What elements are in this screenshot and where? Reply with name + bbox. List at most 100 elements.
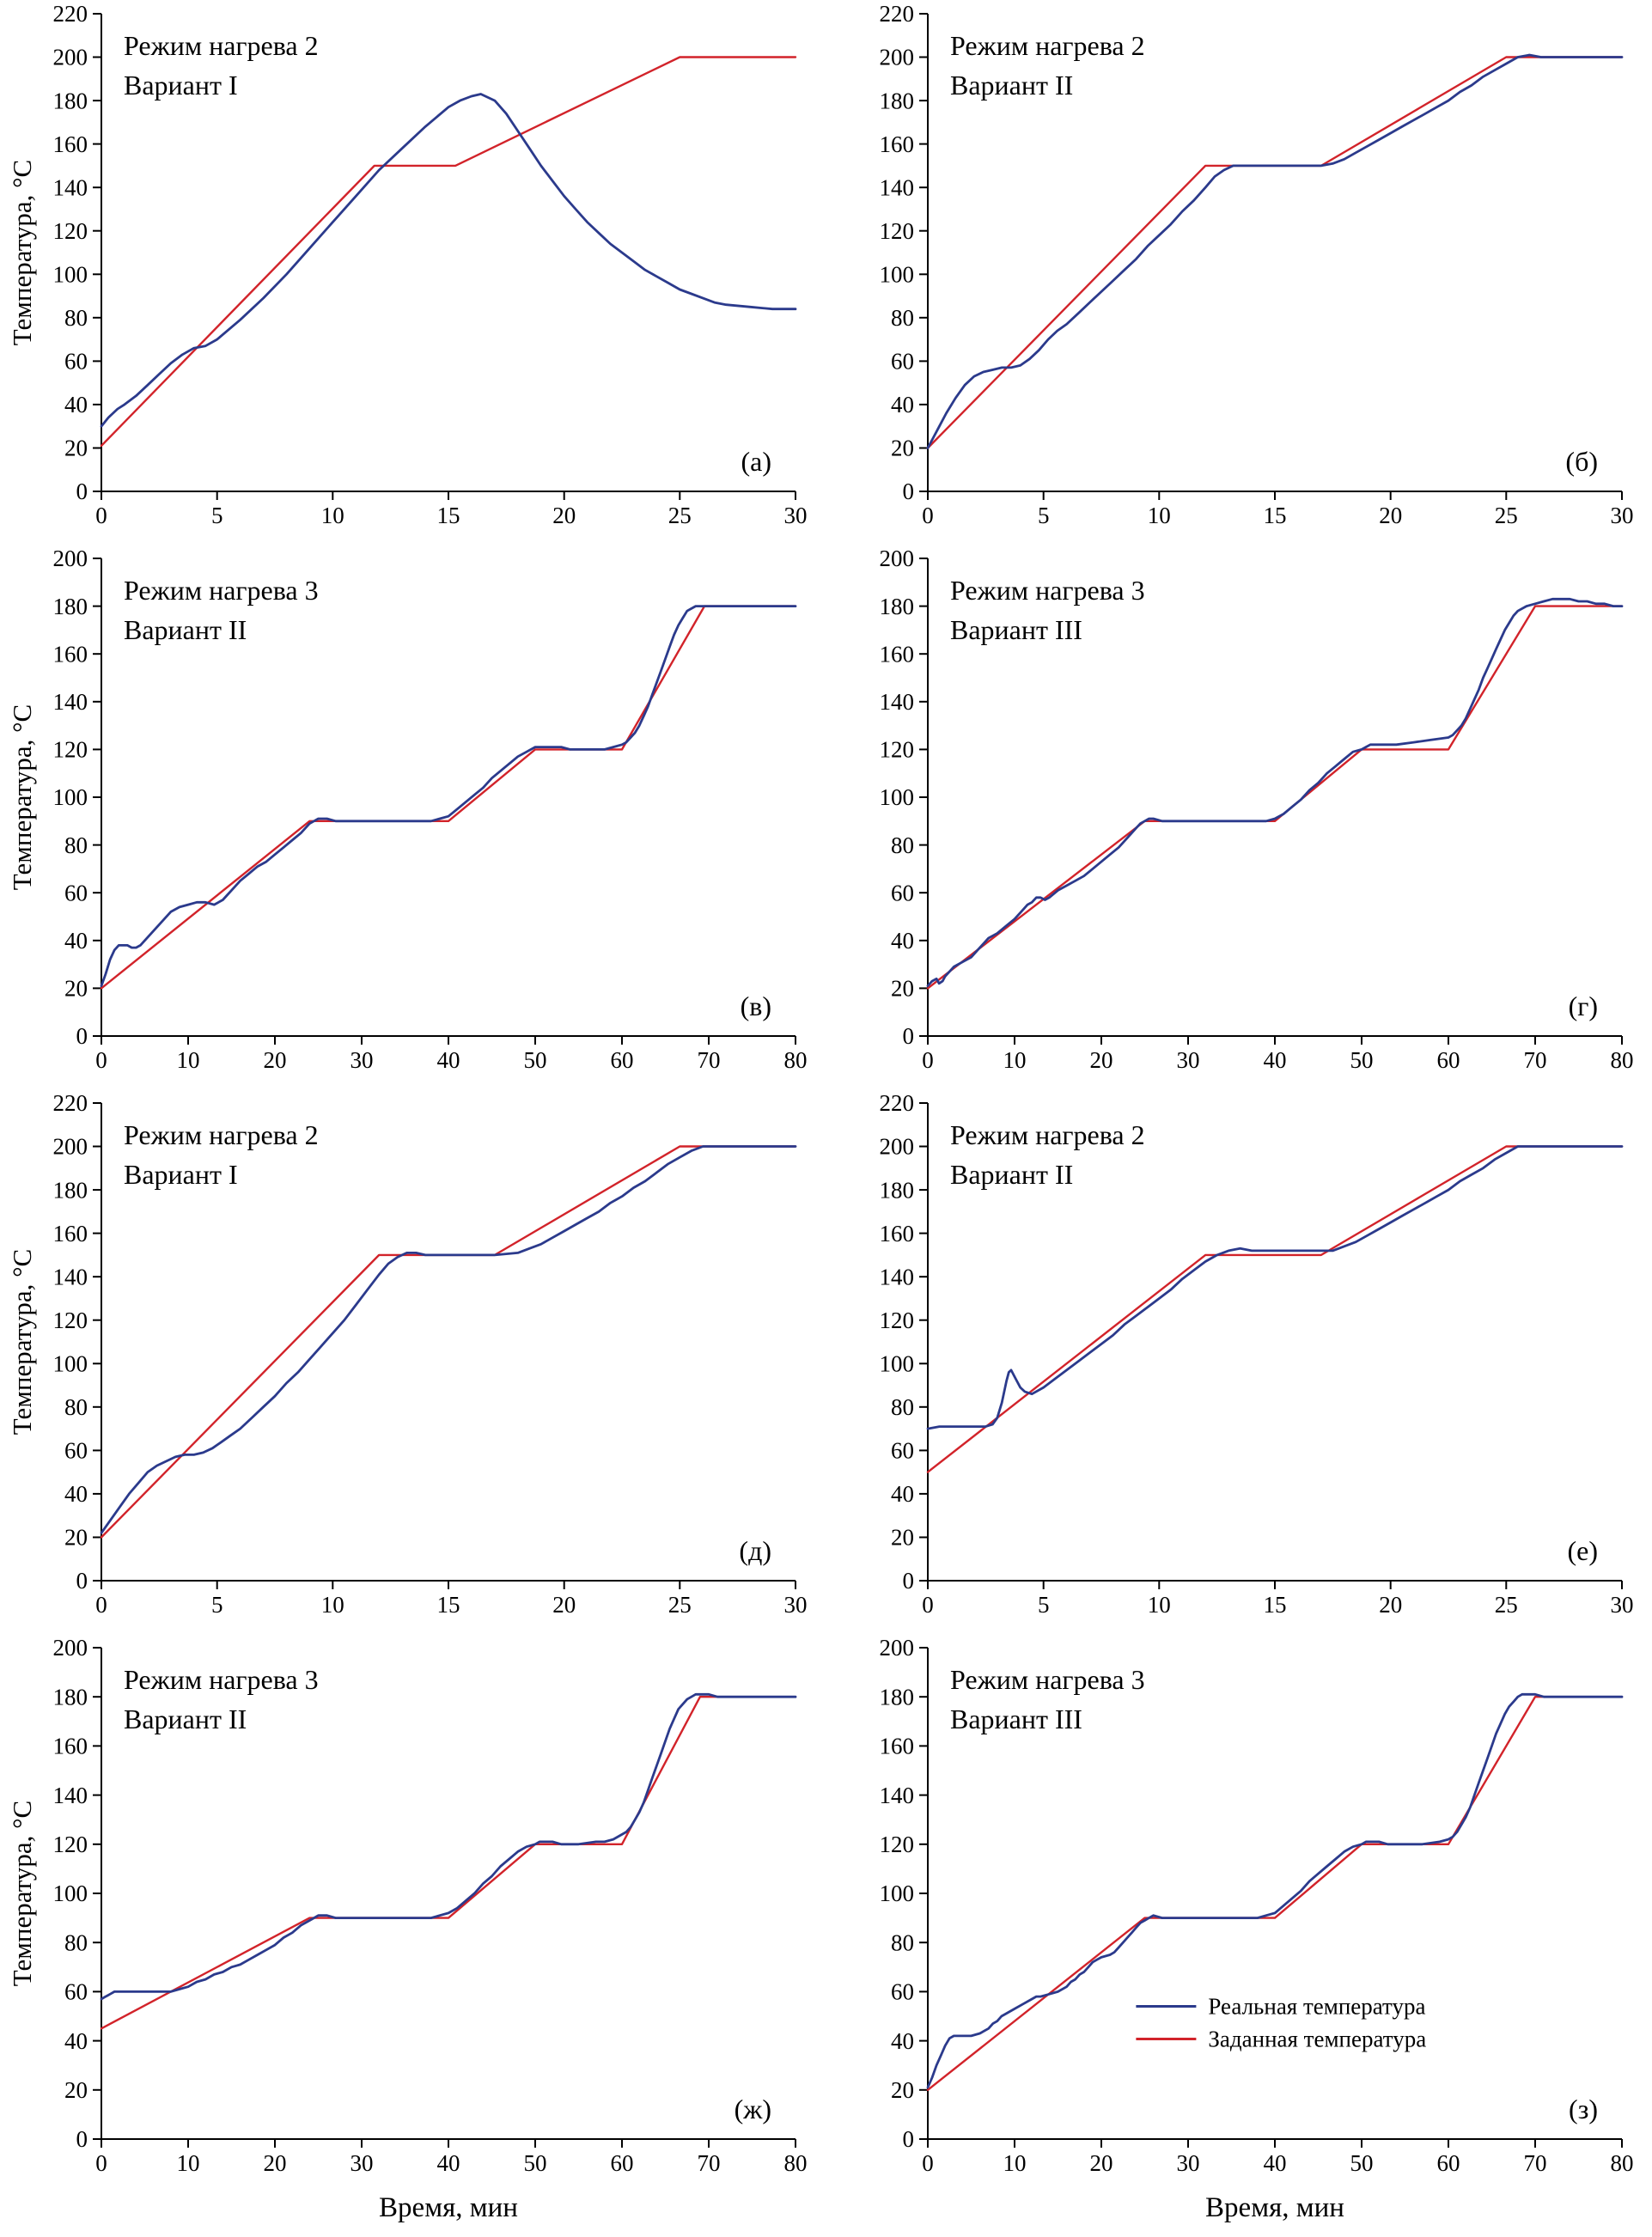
chart-panel-z: 0 10 20 30 40 50 60 70 80 0 20 40 60 80 100 120 140 160 18… [826,1634,1652,2237]
x-tick-label: 60 [1436,1047,1460,1073]
series-line-set [100,605,797,990]
chart-svg-g: 0 10 20 30 40 50 60 70 80 0 20 40 60 80 100 120 140 160 18… [879,546,1633,1073]
x-tick-label: 0 [922,503,934,528]
y-tick-label: 20 [64,1525,88,1551]
y-tick-label: 160 [53,131,88,157]
x-tick-label: 50 [1350,2150,1373,2176]
x-tick-label: 30 [784,1592,808,1618]
y-tick-label: 160 [53,1221,88,1247]
panel-letter: (з) [1569,2094,1598,2124]
x-tick-label: 10 [177,1047,200,1073]
y-tick-label: 140 [53,174,88,200]
y-tick-label: 120 [879,218,914,244]
chart-panel-b: 0 5 10 15 20 25 30 0 20 40 60 80 100 120 140 160 180 200 2… [826,0,1652,545]
chart-panel-zh: 0 10 20 30 40 50 60 70 80 0 20 40 60 80 100 120 140 160 18… [0,1634,826,2237]
y-tick-label: 40 [64,1481,88,1507]
chart-title-line2: Вариант II [950,1159,1073,1190]
x-tick-label: 70 [698,1047,721,1073]
x-tick-label: 20 [552,1592,576,1618]
y-tick-label: 180 [879,594,914,619]
chart-svg-b: 0 5 10 15 20 25 30 0 20 40 60 80 100 120 140 160 180 200 2… [879,1,1633,528]
series-line-set [926,605,1623,990]
x-tick-label: 30 [1176,1047,1199,1073]
x-tick-label: 20 [1379,503,1402,528]
chart-title-line1: Режим нагрева 2 [124,30,319,61]
y-tick-label: 180 [53,88,88,113]
chart-panel-a: 0 5 10 15 20 25 30 0 20 40 60 80 100 120 140 160 180 200 2… [0,0,826,545]
y-tick-label: 100 [53,1880,88,1906]
x-tick-label: 20 [552,503,576,528]
y-tick-label: 100 [53,784,88,810]
chart-panel-v: 0 10 20 30 40 50 60 70 80 0 20 40 60 80 100 120 140 160 18… [0,545,826,1089]
y-tick-label: 140 [879,1264,914,1289]
chart-svg-a: 0 5 10 15 20 25 30 0 20 40 60 80 100 120 140 160 180 200 2… [7,1,808,528]
series-line-set [926,1145,1623,1473]
y-tick-label: 60 [64,1979,88,2005]
chart-title-line1: Режим нагрева 3 [124,1664,319,1695]
x-tick-label: 60 [611,2150,634,2176]
y-tick-label: 160 [879,1221,914,1247]
y-tick-label: 80 [64,1929,88,1955]
y-tick-label: 160 [53,1734,88,1759]
y-tick-label: 40 [64,928,88,954]
y-tick-label: 0 [76,1568,88,1594]
x-tick-label: 40 [437,2150,460,2176]
x-tick-label: 40 [437,1047,460,1073]
y-tick-label: 20 [64,2077,88,2103]
x-tick-label: 10 [1003,2150,1026,2176]
y-tick-label: 0 [76,478,88,504]
x-axis-label: Время, мин [1205,2192,1344,2223]
y-tick-label: 100 [879,1880,914,1906]
x-tick-label: 0 [922,1047,934,1073]
y-tick-label: 20 [891,436,914,461]
x-tick-label: 0 [95,2150,107,2176]
y-tick-label: 20 [891,1525,914,1551]
chart-svg-e: 0 5 10 15 20 25 30 0 20 40 60 80 100 120 140 160 180 200 2… [879,1090,1633,1618]
chart-panel-d: 0 5 10 15 20 25 30 0 20 40 60 80 100 120 140 160 180 200 2… [0,1089,826,1634]
y-tick-label: 120 [879,1307,914,1333]
y-tick-label: 120 [53,1832,88,1857]
panel-letter: (г) [1568,990,1597,1021]
x-tick-label: 30 [1610,503,1633,528]
x-tick-label: 50 [524,1047,547,1073]
y-tick-label: 80 [64,305,88,331]
y-tick-label: 60 [64,349,88,375]
y-tick-label: 0 [902,1023,914,1049]
chart-title-line2: Вариант II [124,614,247,645]
y-tick-label: 20 [64,976,88,1002]
y-tick-label: 100 [879,784,914,810]
y-tick-label: 160 [53,641,88,667]
y-tick-label: 220 [53,1,88,27]
y-tick-label: 180 [53,1684,88,1710]
x-tick-label: 10 [177,2150,200,2176]
y-tick-label: 220 [53,1090,88,1116]
x-tick-label: 30 [351,1047,374,1073]
chart-title-line2: Вариант III [950,614,1082,645]
y-tick-label: 180 [879,1177,914,1203]
x-tick-label: 0 [95,1592,107,1618]
series-line-set [100,1145,797,1539]
y-tick-label: 200 [53,1635,88,1661]
x-tick-label: 70 [698,2150,721,2176]
y-tick-label: 20 [891,2077,914,2103]
chart-title-line2: Вариант I [124,70,238,101]
x-axis-label: Время, мин [379,2192,518,2223]
panel-letter: (б) [1565,446,1598,477]
x-tick-label: 5 [1037,503,1049,528]
x-tick-label: 0 [95,1047,107,1073]
x-tick-label: 20 [1379,1592,1402,1618]
x-tick-label: 40 [1263,1047,1286,1073]
y-tick-label: 140 [879,689,914,715]
x-tick-label: 60 [611,1047,634,1073]
y-tick-label: 40 [64,2028,88,2054]
chart-title-line1: Режим нагрева 3 [124,575,319,606]
y-tick-label: 120 [53,1307,88,1333]
chart-title-line1: Режим нагрева 3 [950,575,1145,606]
x-tick-label: 10 [1003,1047,1026,1073]
y-tick-label: 200 [53,1134,88,1160]
chart-svg-z: 0 10 20 30 40 50 60 70 80 0 20 40 60 80 100 120 140 160 18… [879,1635,1633,2223]
y-tick-label: 200 [53,546,88,571]
y-tick-label: 140 [53,689,88,715]
y-tick-label: 20 [891,976,914,1002]
x-tick-label: 30 [784,503,808,528]
